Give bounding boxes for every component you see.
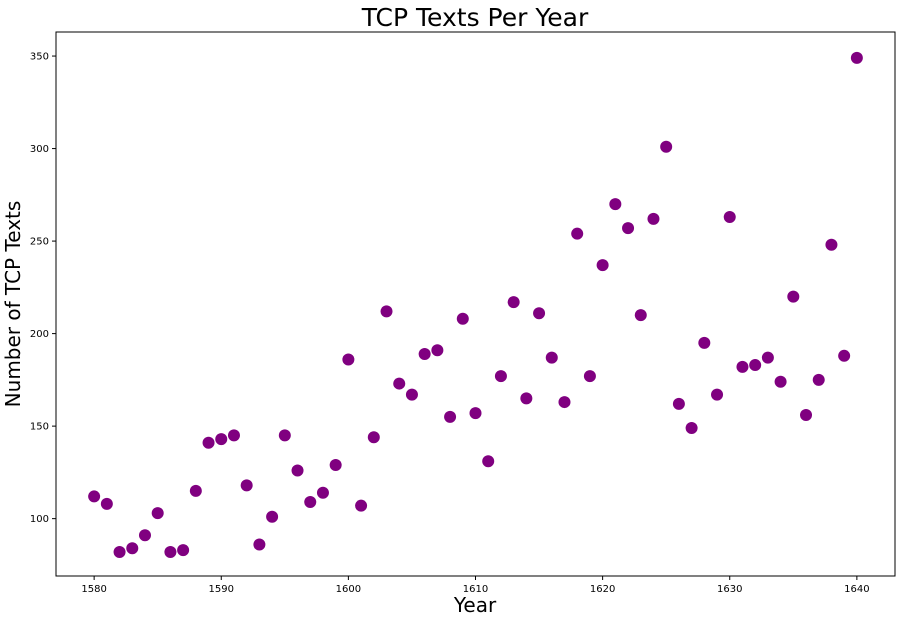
data-point: [545, 351, 558, 364]
data-point: [393, 377, 406, 390]
x-tick-label: 1640: [844, 584, 869, 595]
data-point: [355, 499, 368, 512]
data-point: [227, 429, 240, 442]
data-point: [812, 373, 825, 386]
data-point: [507, 296, 520, 309]
x-tick-label: 1630: [717, 584, 742, 595]
data-point: [444, 410, 457, 423]
data-point: [672, 397, 685, 410]
data-point: [304, 495, 317, 508]
data-points: [88, 51, 863, 558]
data-point: [266, 510, 279, 523]
y-axis-label: Number of TCP Texts: [1, 201, 25, 408]
data-point: [723, 211, 736, 224]
data-point: [431, 344, 444, 357]
x-tick-label: 1590: [209, 584, 234, 595]
data-point: [711, 388, 724, 401]
data-point: [850, 51, 863, 64]
data-point: [329, 458, 342, 471]
data-point: [634, 309, 647, 322]
data-point: [838, 349, 851, 362]
x-tick-label: 1580: [81, 584, 106, 595]
y-tick-label: 100: [30, 514, 49, 525]
data-point: [405, 388, 418, 401]
data-point: [482, 455, 495, 468]
x-axis-ticks: 1580 1590 1600 1610 1620 1630 1640: [81, 576, 870, 595]
data-point: [100, 497, 113, 510]
data-point: [456, 312, 469, 325]
data-point: [138, 529, 151, 542]
data-point: [558, 396, 571, 409]
data-point: [189, 484, 202, 497]
data-point: [761, 351, 774, 364]
data-point: [622, 222, 635, 235]
y-tick-label: 250: [30, 237, 49, 248]
y-tick-label: 200: [30, 329, 49, 340]
data-point: [660, 140, 673, 153]
data-point: [291, 464, 304, 477]
data-point: [253, 538, 266, 551]
data-point: [469, 407, 482, 420]
x-tick-label: 1600: [336, 584, 361, 595]
data-point: [215, 433, 228, 446]
data-point: [571, 227, 584, 240]
plot-frame: [55, 31, 896, 577]
data-point: [367, 431, 380, 444]
data-point: [774, 375, 787, 388]
data-point: [698, 336, 711, 349]
data-point: [787, 290, 800, 303]
data-point: [113, 545, 126, 558]
y-axis-ticks: 100 150 200 250 300 350: [30, 52, 56, 525]
data-point: [533, 307, 546, 320]
data-point: [126, 542, 139, 555]
data-point: [647, 212, 660, 225]
data-point: [596, 259, 609, 272]
data-point: [800, 409, 813, 422]
x-tick-label: 1610: [463, 584, 488, 595]
data-point: [749, 359, 762, 372]
y-tick-label: 300: [30, 144, 49, 155]
data-point: [164, 545, 177, 558]
data-point: [278, 429, 291, 442]
data-point: [418, 347, 431, 360]
data-point: [736, 360, 749, 373]
data-point: [240, 479, 253, 492]
data-point: [151, 507, 164, 520]
x-tick-label: 1620: [590, 584, 615, 595]
data-point: [583, 370, 596, 383]
data-point: [520, 392, 533, 405]
data-point: [494, 370, 507, 383]
data-point: [342, 353, 355, 366]
data-point: [825, 238, 838, 251]
chart-title: TCP Texts Per Year: [361, 3, 589, 32]
x-axis-label: Year: [453, 593, 497, 617]
data-point: [316, 486, 329, 499]
y-tick-label: 350: [30, 52, 49, 63]
y-tick-label: 150: [30, 422, 49, 433]
data-point: [685, 421, 698, 434]
data-point: [177, 544, 190, 557]
data-point: [609, 198, 622, 211]
data-point: [88, 490, 101, 503]
data-point: [202, 436, 215, 449]
data-point: [380, 305, 393, 318]
